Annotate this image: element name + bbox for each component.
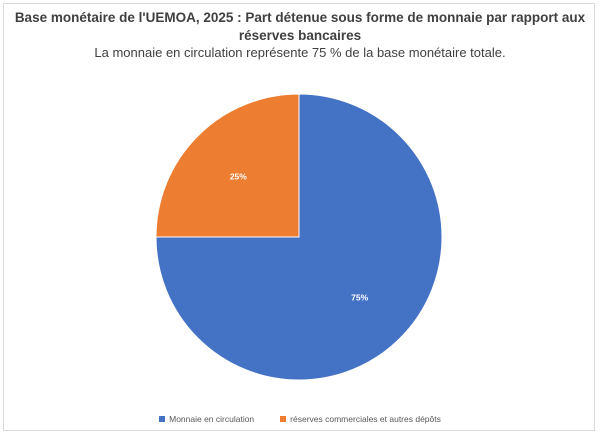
legend-swatch-1 bbox=[280, 416, 287, 422]
chart-subtitle: La monnaie en circulation représente 75 … bbox=[94, 45, 506, 60]
chart-title: Base monétaire de l'UEMOA, 2025 : Part d… bbox=[14, 10, 586, 43]
legend-item-0: Monnaie en circulation bbox=[159, 414, 254, 424]
pie-slice-0 bbox=[155, 93, 443, 381]
pie-slice-1 bbox=[155, 93, 300, 238]
legend-item-1: réserves commerciales et autres dépôts bbox=[280, 414, 441, 424]
legend-label-1: réserves commerciales et autres dépôts bbox=[290, 414, 441, 424]
data-label-0: 75% bbox=[351, 293, 368, 303]
chart-legend: Monnaie en circulation réserves commercia… bbox=[0, 414, 600, 424]
legend-swatch-0 bbox=[159, 416, 166, 422]
legend-label-0: Monnaie en circulation bbox=[169, 414, 255, 424]
data-label-1: 25% bbox=[230, 171, 247, 181]
